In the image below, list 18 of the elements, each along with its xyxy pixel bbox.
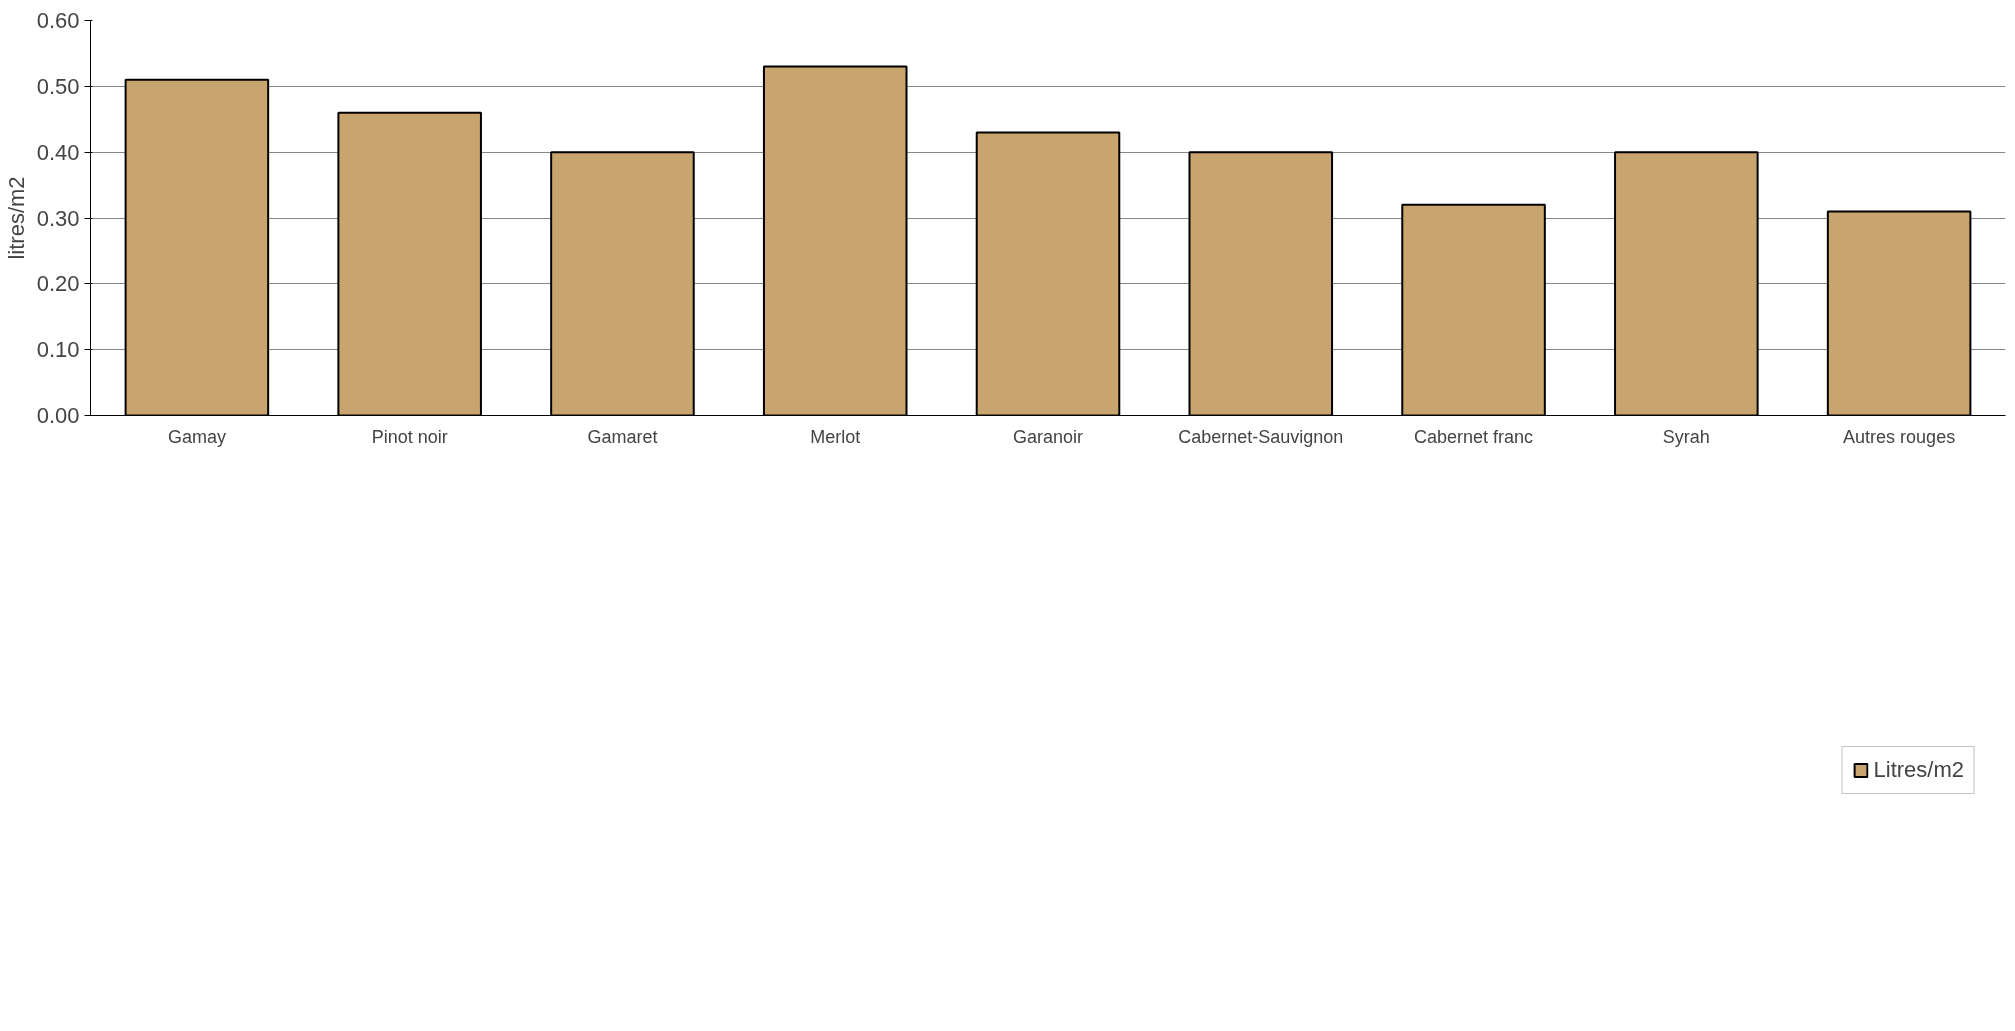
legend-label: Litres/m2	[1873, 757, 1964, 783]
y-tick-label: 0.60	[36, 8, 80, 33]
y-tick-label: 0.40	[36, 139, 80, 165]
x-tick-label: Merlot	[810, 426, 861, 447]
x-tick-label: Gamaret	[587, 426, 658, 447]
x-tick-label: Autres rouges	[1843, 426, 1956, 447]
y-tick-label: 0.30	[36, 205, 80, 231]
y-tick-label: 0.50	[36, 73, 80, 99]
y-axis-title: litres/m2	[3, 176, 29, 260]
x-tick-label: Garanoir	[1012, 426, 1084, 447]
x-tick-label: Gamay	[167, 426, 226, 447]
x-tick-label: Syrah	[1662, 426, 1710, 447]
y-tick-label: 0.20	[36, 271, 80, 297]
y-tick-label: 0.00	[36, 403, 80, 428]
x-tick-label: Pinot noir	[371, 426, 448, 447]
y-tick-label: 0.10	[36, 337, 80, 363]
x-tick-label: Cabernet franc	[1414, 426, 1534, 447]
x-tick-label: Cabernet-Sauvignon	[1178, 426, 1344, 447]
